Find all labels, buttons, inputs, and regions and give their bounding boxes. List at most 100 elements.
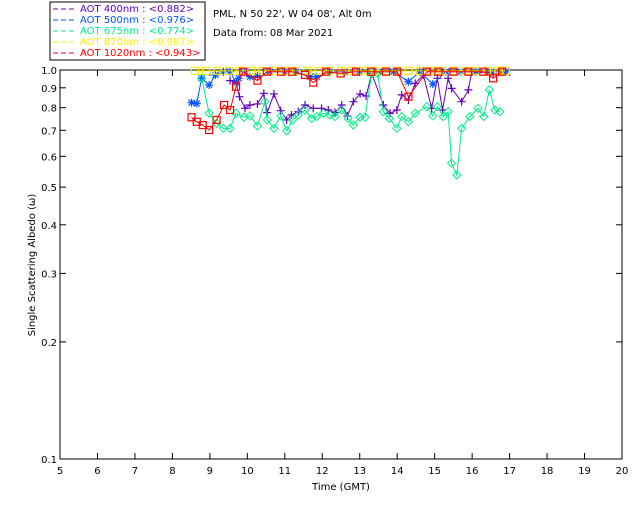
x-tick-label: 13 (353, 466, 366, 477)
data-point-diamond (432, 101, 442, 112)
x-tick-label: 8 (169, 466, 175, 477)
data-point-square (253, 76, 262, 85)
plot-frame (59, 69, 623, 460)
y-tick-label: 0.5 (41, 183, 57, 194)
data-point-plus (241, 104, 250, 113)
data-point-square (205, 125, 214, 135)
data-point-plus (362, 92, 371, 101)
data-point-square (336, 69, 345, 78)
data-point-square (498, 67, 507, 76)
x-tick-label: 6 (94, 466, 100, 477)
data-point-diamond (330, 111, 340, 122)
data-point-square (393, 67, 402, 76)
data-point-square (198, 120, 207, 130)
data-point-diamond (495, 107, 505, 117)
legend-entry: AOT 500nm : <0.976> (80, 15, 194, 26)
data-point-star (205, 81, 214, 90)
data-point-diamond (410, 108, 420, 118)
data-point-plus (245, 100, 254, 109)
data-point-square (187, 113, 196, 122)
data-point-diamond (245, 111, 255, 121)
data-point-star (312, 72, 321, 81)
series-4 (187, 67, 507, 135)
data-point-diamond (392, 123, 402, 134)
x-tick-label: 10 (241, 466, 254, 477)
data-point-square (239, 67, 248, 76)
data-point-square (321, 67, 331, 76)
data-point-square (381, 67, 391, 76)
data-point-square (309, 78, 318, 87)
series-2 (196, 68, 505, 180)
data-point-diamond (343, 113, 353, 124)
x-tick-label: 19 (578, 466, 591, 477)
x-tick-label: 15 (428, 466, 441, 477)
data-point-square (288, 67, 297, 76)
data-point-plus (253, 99, 262, 108)
data-point-diamond (490, 105, 500, 115)
legend-entry: AOT 1020nm : <0.943> (80, 48, 200, 59)
data-point-diamond (484, 85, 495, 95)
data-point-plus (309, 104, 318, 113)
data-point-plus (386, 109, 395, 118)
data-point-plus (349, 97, 358, 106)
data-point-plus (337, 100, 346, 109)
data-point-square (212, 115, 221, 125)
data-point-diamond (452, 170, 462, 180)
data-point-star (192, 99, 201, 108)
data-point-plus (447, 84, 456, 93)
data-point-square (213, 66, 222, 75)
data-point-square (190, 66, 199, 75)
legend-entry: AOT 870nm : <0.987> (80, 37, 194, 48)
data-point-diamond (204, 108, 214, 118)
data-point-star (197, 74, 206, 83)
data-point-square (224, 66, 233, 75)
series-line (201, 72, 501, 177)
data-point-plus (392, 106, 401, 115)
x-tick-label: 9 (207, 466, 213, 477)
legend-entry: AOT 675nm : <0.774> (80, 26, 194, 37)
y-tick-label: 0.6 (41, 152, 57, 163)
data-point-star (245, 72, 254, 81)
data-point-square (300, 70, 310, 80)
data-point-diamond (360, 112, 370, 122)
x-tick-label: 16 (466, 466, 479, 477)
x-tick-label: 20 (616, 466, 629, 477)
series-line (191, 70, 503, 131)
x-tick-label: 12 (316, 466, 329, 477)
y-tick-label: 0.4 (41, 221, 57, 232)
data-point-diamond (196, 73, 207, 84)
data-point-star (253, 72, 262, 81)
data-point-square (464, 67, 473, 76)
data-point-plus (276, 106, 285, 115)
data-point-diamond (438, 111, 448, 122)
data-point-square (489, 74, 498, 83)
data-point-diamond (260, 96, 270, 107)
data-point-diamond (269, 123, 279, 134)
data-point-plus (457, 97, 466, 106)
data-point-star (234, 74, 243, 83)
data-point-diamond (337, 105, 347, 115)
data-point-square (404, 66, 413, 75)
legend-box (49, 1, 206, 61)
data-point-diamond (275, 111, 286, 121)
data-point-plus (269, 89, 278, 98)
data-point-star (219, 67, 228, 76)
data-point-diamond (428, 111, 438, 121)
chart-title-location: PML, N 50 22', W 04 08', Alt 0m (213, 9, 372, 20)
data-point-square (434, 67, 443, 76)
data-point-square (351, 67, 361, 76)
data-point-plus (235, 92, 244, 101)
data-point-diamond (252, 121, 263, 131)
data-point-diamond (348, 120, 359, 130)
data-point-diamond (211, 118, 222, 129)
y-tick-label: 0.7 (41, 126, 57, 137)
y-axis-label: Single Scattering Albedo (ω) (27, 194, 38, 337)
data-point-plus (259, 89, 268, 98)
series-3 (190, 66, 510, 75)
data-point-square (366, 67, 376, 76)
y-tick-label: 0.8 (41, 104, 57, 115)
data-point-diamond (403, 117, 414, 127)
data-point-diamond (262, 115, 272, 125)
data-point-diamond (422, 101, 432, 112)
